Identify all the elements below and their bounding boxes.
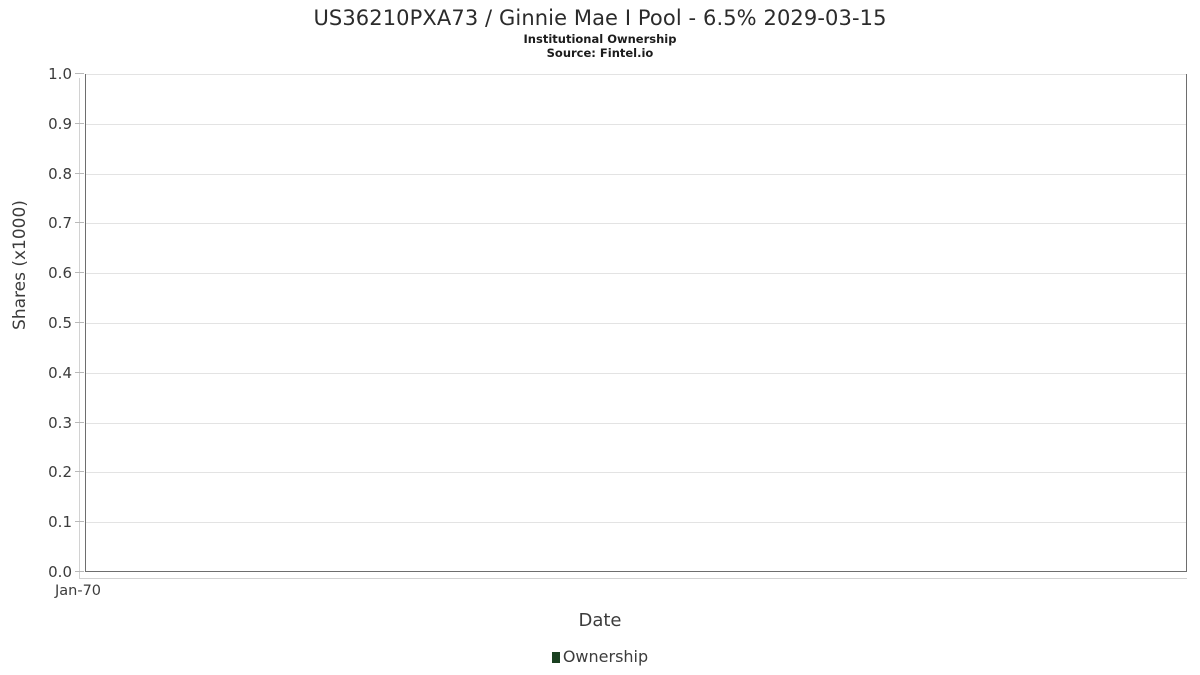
gridline xyxy=(86,472,1186,474)
chart-header: US36210PXA73 / Ginnie Mae I Pool - 6.5% … xyxy=(0,0,1200,60)
gridline xyxy=(86,74,1186,75)
gridline xyxy=(86,223,1186,225)
y-axis-tick-mark xyxy=(75,371,84,373)
y-axis-tick-label: 0.6 xyxy=(48,264,72,283)
data-series-layer xyxy=(86,75,1186,571)
x-axis-outer-rule xyxy=(79,578,1187,579)
gridline xyxy=(86,173,1186,175)
chart-subtitle: Institutional Ownership xyxy=(523,32,677,46)
chart-title: US36210PXA73 / Ginnie Mae I Pool - 6.5% … xyxy=(313,6,887,30)
gridline xyxy=(86,123,1186,125)
y-axis-tick-mark xyxy=(75,471,84,473)
y-axis-tick-label: 0.9 xyxy=(48,114,72,133)
y-axis-tick-mark xyxy=(75,272,84,274)
y-axis-tick-mark xyxy=(75,122,84,124)
gridline xyxy=(86,323,1186,324)
chart-source-note: Source: Fintel.io xyxy=(546,46,654,60)
gridline xyxy=(86,422,1186,424)
y-axis-tick-mark xyxy=(75,73,84,74)
gridline xyxy=(86,372,1186,374)
y-axis-tick-label: 0.2 xyxy=(48,463,72,482)
legend-item[interactable]: Ownership xyxy=(551,647,649,666)
y-axis-tick-label: 0.5 xyxy=(48,314,72,332)
y-axis-tick-label: 1.0 xyxy=(48,65,72,83)
chart-legend: Ownership xyxy=(0,648,1200,666)
x-axis-tick-label: Jan-70 xyxy=(55,583,102,599)
legend-items: Ownership xyxy=(551,647,649,666)
plot-area xyxy=(85,74,1187,572)
y-axis-tick-label: 0.0 xyxy=(48,563,72,581)
gridline xyxy=(86,273,1186,275)
y-axis-tick-mark xyxy=(75,222,84,224)
y-axis-tick-label: 0.3 xyxy=(48,413,72,432)
y-axis-tick-mark xyxy=(75,172,84,174)
y-axis-tick-mark xyxy=(75,521,84,523)
y-axis-tick-label: 0.7 xyxy=(48,214,72,233)
y-axis-outer-rule xyxy=(79,78,80,578)
y-axis-tick-mark xyxy=(75,421,84,423)
legend-swatch-icon xyxy=(551,651,560,663)
y-axis-tick-mark xyxy=(75,322,84,323)
y-axis-tick-label: 0.8 xyxy=(48,164,72,183)
y-axis-tick-label: 0.1 xyxy=(48,513,72,532)
y-axis-tick-mark xyxy=(75,571,84,572)
gridline xyxy=(86,522,1186,524)
y-axis-tick-label: 0.4 xyxy=(48,363,72,382)
x-axis-title: Date xyxy=(578,610,622,631)
y-axis-title: Shares (x1000) xyxy=(10,200,30,330)
legend-label: Ownership xyxy=(562,647,649,666)
